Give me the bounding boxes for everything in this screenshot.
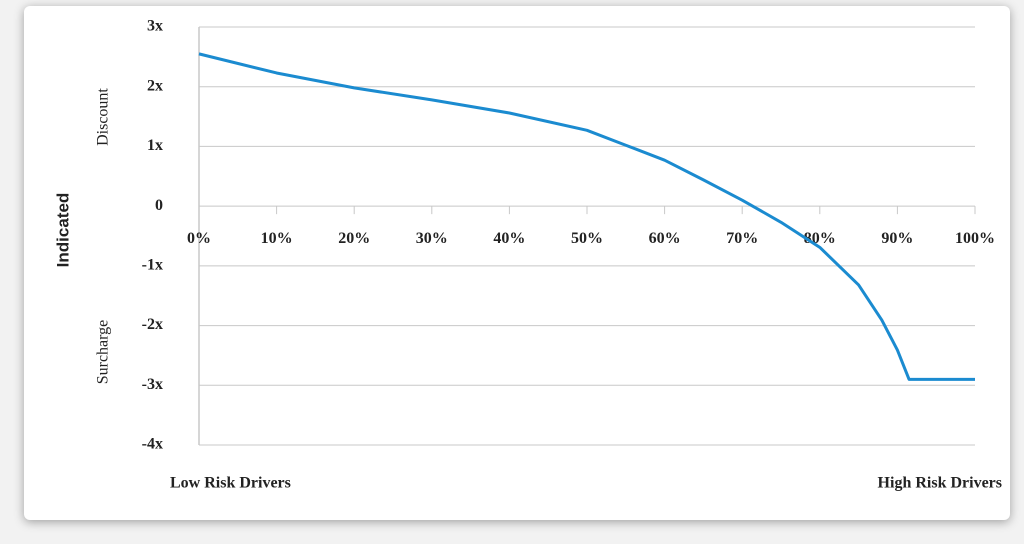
discount-label: Discount [95,88,112,146]
high-risk-label: High Risk Drivers [878,475,1002,492]
y-tick-label: -4x [142,436,163,453]
line [198,52,975,381]
y-tick-label: -1x [142,257,163,274]
y-tick-label: 2x [147,77,163,94]
x-tick-label: 80% [804,230,836,247]
y-tick-label: 1x [147,137,163,154]
x-tick-label: 20% [338,230,370,247]
x-tick-label: 0% [187,230,211,247]
y-tick-label: -2x [142,316,163,333]
x-tick-label: 60% [649,230,681,247]
low-risk-label: Low Risk Drivers [170,475,291,492]
x-tick-label: 50% [571,230,603,247]
y-axis-label: Indicated [53,193,72,268]
y-tick-label: -3x [142,376,163,393]
x-tick-label: 90% [881,230,913,247]
y-tick-label: 3x [147,18,163,35]
x-tick-label: 40% [493,230,525,247]
x-tick-label: 70% [726,230,758,247]
x-tick-label: 10% [261,230,293,247]
x-tick-label: 30% [416,230,448,247]
y-tick-label: 0 [155,197,163,214]
surcharge-label: Surcharge [95,320,112,385]
card [24,6,1010,520]
x-tick-label: 100% [955,230,995,247]
